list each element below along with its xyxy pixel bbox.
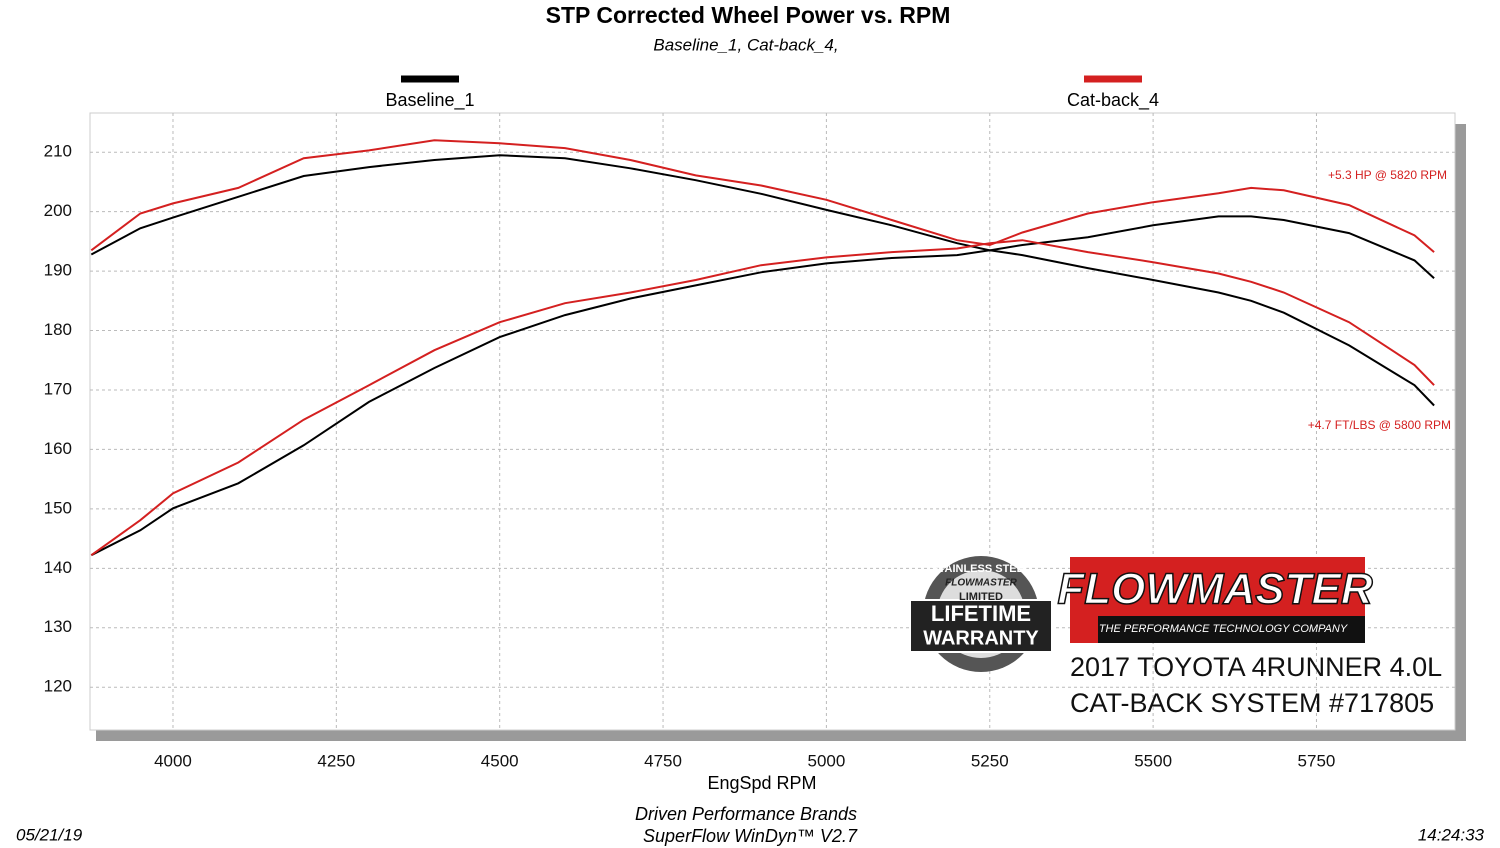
x-tick-label: 5000 bbox=[807, 751, 845, 770]
x-axis-label: EngSpd RPM bbox=[707, 773, 816, 793]
x-tick-label: 4750 bbox=[644, 751, 682, 770]
y-tick-label: 120 bbox=[44, 677, 72, 696]
badge-banner bbox=[909, 599, 1053, 653]
system-line: CAT-BACK SYSTEM #717805 bbox=[1070, 688, 1434, 718]
vehicle-line: 2017 TOYOTA 4RUNNER 4.0L bbox=[1070, 652, 1442, 682]
annotation: +4.7 FT/LBS @ 5800 RPM bbox=[1308, 418, 1451, 432]
grid bbox=[90, 113, 1455, 730]
badge-text: STAINLESS STEEL bbox=[931, 563, 1031, 575]
y-tick-label: 210 bbox=[44, 142, 72, 161]
legend-label: Cat-back_4 bbox=[1067, 90, 1159, 111]
footer-software: SuperFlow WinDyn™ V2.7 bbox=[643, 826, 858, 846]
footer-company: Driven Performance Brands bbox=[635, 804, 857, 824]
torque-line bbox=[90, 249, 1435, 557]
footer-time: 14:24:33 bbox=[1418, 825, 1485, 844]
x-tick-label: 5250 bbox=[971, 751, 1009, 770]
x-tick-label: 4250 bbox=[317, 751, 355, 770]
legend-label: Baseline_1 bbox=[385, 90, 474, 111]
y-tick-label: 130 bbox=[44, 617, 72, 636]
logo-brand: FLOWMASTER bbox=[1057, 565, 1373, 614]
y-tick-label: 140 bbox=[44, 558, 72, 577]
y-tick-label: 160 bbox=[44, 439, 72, 458]
badge-text: LIMITED bbox=[959, 591, 1003, 603]
y-tick-label: 150 bbox=[44, 498, 72, 517]
torque-line bbox=[90, 239, 1435, 557]
badge-text: LIFETIME bbox=[931, 601, 1031, 626]
x-tick-label: 4500 bbox=[481, 751, 519, 770]
y-tick-label: 200 bbox=[44, 201, 72, 220]
annotation: +5.3 HP @ 5820 RPM bbox=[1328, 168, 1447, 182]
x-tick-label: 4000 bbox=[154, 751, 192, 770]
x-tick-label: 5750 bbox=[1298, 751, 1336, 770]
x-tick-label: 5500 bbox=[1134, 751, 1172, 770]
y-tick-label: 180 bbox=[44, 320, 72, 339]
badge-text: FLOWMASTER bbox=[945, 578, 1017, 589]
footer-date: 05/21/19 bbox=[16, 825, 83, 844]
power-line bbox=[90, 139, 1435, 253]
power-line bbox=[90, 154, 1435, 279]
chart-title: STP Corrected Wheel Power vs. RPM bbox=[546, 2, 951, 28]
y-tick-label: 170 bbox=[44, 379, 72, 398]
logo-tagline: THE PERFORMANCE TECHNOLOGY COMPANY bbox=[1099, 623, 1348, 635]
badge-text: WARRANTY bbox=[923, 627, 1039, 649]
logo-strip bbox=[1098, 616, 1365, 643]
chart-subtitle: Baseline_1, Cat-back_4, bbox=[653, 35, 838, 54]
logo: FLOWMASTER THE PERFORMANCE TECHNOLOGY CO… bbox=[1057, 557, 1442, 718]
warranty-badge: STAINLESS STEEL FLOWMASTER LIMITED LIFET… bbox=[909, 556, 1053, 672]
y-tick-label: 190 bbox=[44, 261, 72, 280]
